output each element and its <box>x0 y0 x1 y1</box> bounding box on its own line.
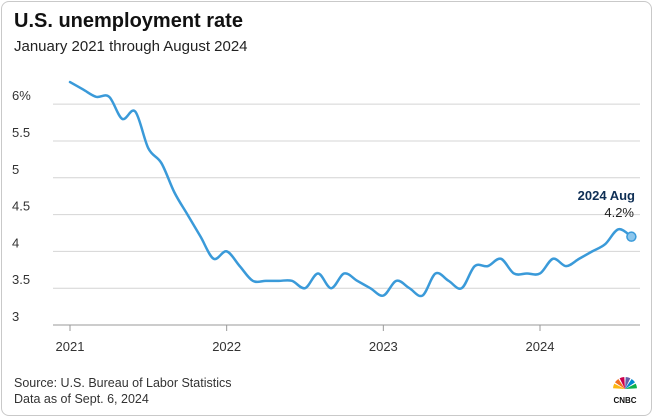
latest-point-marker <box>626 231 637 242</box>
unemployment-series-line <box>68 80 633 298</box>
x-tick-label: 2023 <box>369 339 398 354</box>
y-tick-label: 4 <box>12 235 19 250</box>
chart-title: U.S. unemployment rate <box>14 10 243 32</box>
y-tick-label: 5 <box>12 162 19 177</box>
source-note: Source: U.S. Bureau of Labor Statistics <box>14 376 232 390</box>
peacock-feather <box>613 383 625 389</box>
peacock-feather <box>619 377 625 389</box>
y-tick-label: 4.5 <box>12 199 30 214</box>
y-tick-label: 3 <box>12 309 19 324</box>
data-date-note: Data as of Sept. 6, 2024 <box>14 392 149 406</box>
chart-footer: Source: U.S. Bureau of Labor Statistics … <box>14 375 231 407</box>
peacock-feather <box>625 377 631 389</box>
peacock-feather <box>625 383 637 389</box>
annotation-label: 2024 Aug <box>578 188 635 203</box>
x-tick-label: 2022 <box>212 339 241 354</box>
y-tick-label: 3.5 <box>12 272 30 287</box>
cnbc-wordmark: CNBC <box>613 396 636 404</box>
peacock-feather <box>614 378 625 389</box>
cnbc-peacock-logo: CNBC <box>613 377 637 404</box>
chart-subtitle: January 2021 through August 2024 <box>14 38 248 55</box>
y-tick-label: 6% <box>12 88 31 103</box>
x-tick-label: 2024 <box>526 339 555 354</box>
annotation-value: 4.2% <box>604 205 634 220</box>
peacock-icon <box>613 377 637 389</box>
peacock-feather <box>625 378 636 389</box>
y-tick-label: 5.5 <box>12 125 30 140</box>
x-tick-label: 2021 <box>56 339 85 354</box>
